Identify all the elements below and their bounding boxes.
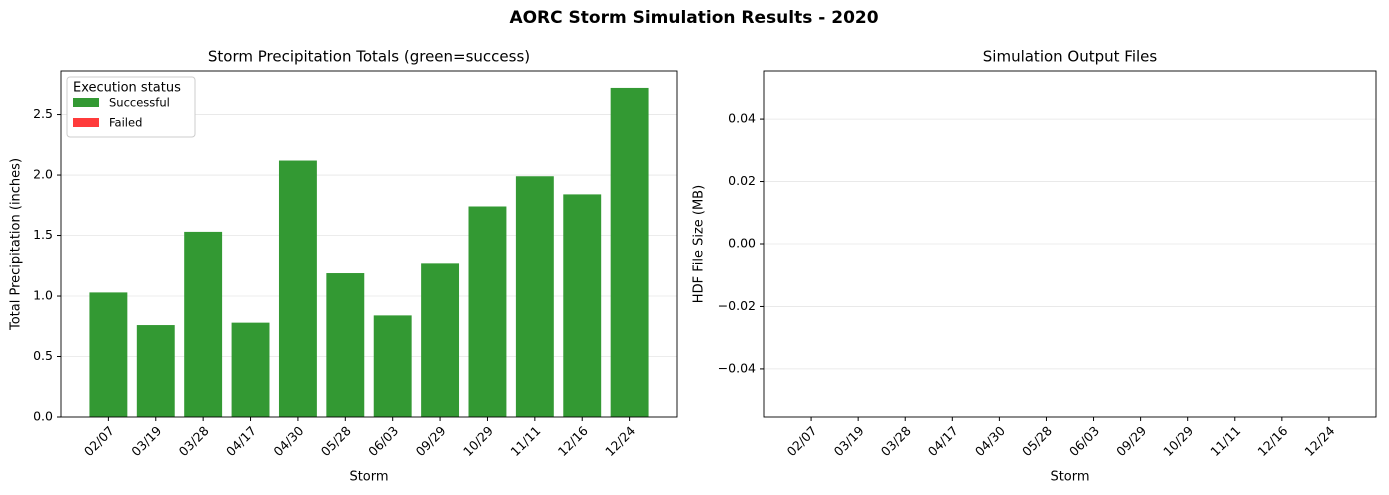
bar [563,194,602,417]
y-tick-label: 2.0 [33,167,53,182]
x-tick-label: 10/29 [460,423,496,459]
y-tick-label: 0.00 [728,236,756,251]
y-tick-label: 2.5 [33,106,53,121]
x-tick-label: 12/16 [555,423,591,459]
x-tick-label: 12/24 [602,423,638,459]
y-tick-label: 1.0 [33,288,53,303]
bar [136,325,175,417]
y-tick-label: 0.02 [728,173,756,188]
x-tick-label: 03/28 [176,423,212,459]
y-tick-label: 0.5 [33,348,53,363]
legend-label: Failed [109,116,142,130]
bar [468,206,507,417]
bar [610,87,649,417]
x-tick-label: 03/19 [128,423,164,459]
legend-swatch [73,98,99,107]
y-axis-label: HDF File Size (MB) [692,185,707,303]
bar [515,176,554,417]
x-tick-label: 06/03 [365,423,401,459]
bar [373,315,412,417]
x-tick-label: 10/29 [1160,423,1196,459]
axes-frame [60,70,678,418]
y-tick-label: 1.5 [33,227,53,242]
bar [89,292,128,417]
x-tick-label: 12/24 [1301,423,1337,459]
x-tick-label: 09/29 [413,423,449,459]
y-tick-label: −0.02 [718,298,756,313]
x-tick-label: 04/17 [223,423,259,459]
bar [278,160,317,417]
axes-title: Storm Precipitation Totals (green=succes… [208,48,530,66]
x-tick-label: 05/28 [318,423,354,459]
axes-title: Simulation Output Files [983,48,1158,66]
bar [231,322,270,417]
y-tick-label: 0.04 [728,111,756,126]
legend-label: Successful [109,96,170,110]
y-tick-label: 0.0 [33,409,53,424]
legend-swatch [73,118,99,127]
x-tick-label: 03/19 [831,423,867,459]
x-tick-label: 04/30 [972,423,1008,459]
x-tick-label: 04/17 [925,423,961,459]
x-tick-label: 03/28 [878,423,914,459]
legend-title: Execution status [73,81,181,96]
x-tick-label: 11/11 [507,423,543,459]
bar [421,263,460,417]
x-tick-label: 11/11 [1207,423,1243,459]
x-axis-label: Storm [1050,470,1089,485]
bar [184,231,223,417]
figure-title: AORC Storm Simulation Results - 2020 [509,8,878,28]
x-tick-label: 02/07 [784,423,820,459]
bar [326,273,365,417]
x-tick-label: 09/29 [1113,423,1149,459]
x-axis-label: Storm [349,470,388,485]
x-tick-label: 02/07 [81,423,117,459]
x-tick-label: 12/16 [1254,423,1290,459]
y-axis-label: Total Precipitation (inches) [9,158,24,331]
axes-frame [763,70,1377,418]
y-tick-label: −0.04 [718,360,756,375]
x-tick-label: 06/03 [1066,423,1102,459]
x-tick-label: 05/28 [1019,423,1055,459]
x-tick-label: 04/30 [270,423,306,459]
